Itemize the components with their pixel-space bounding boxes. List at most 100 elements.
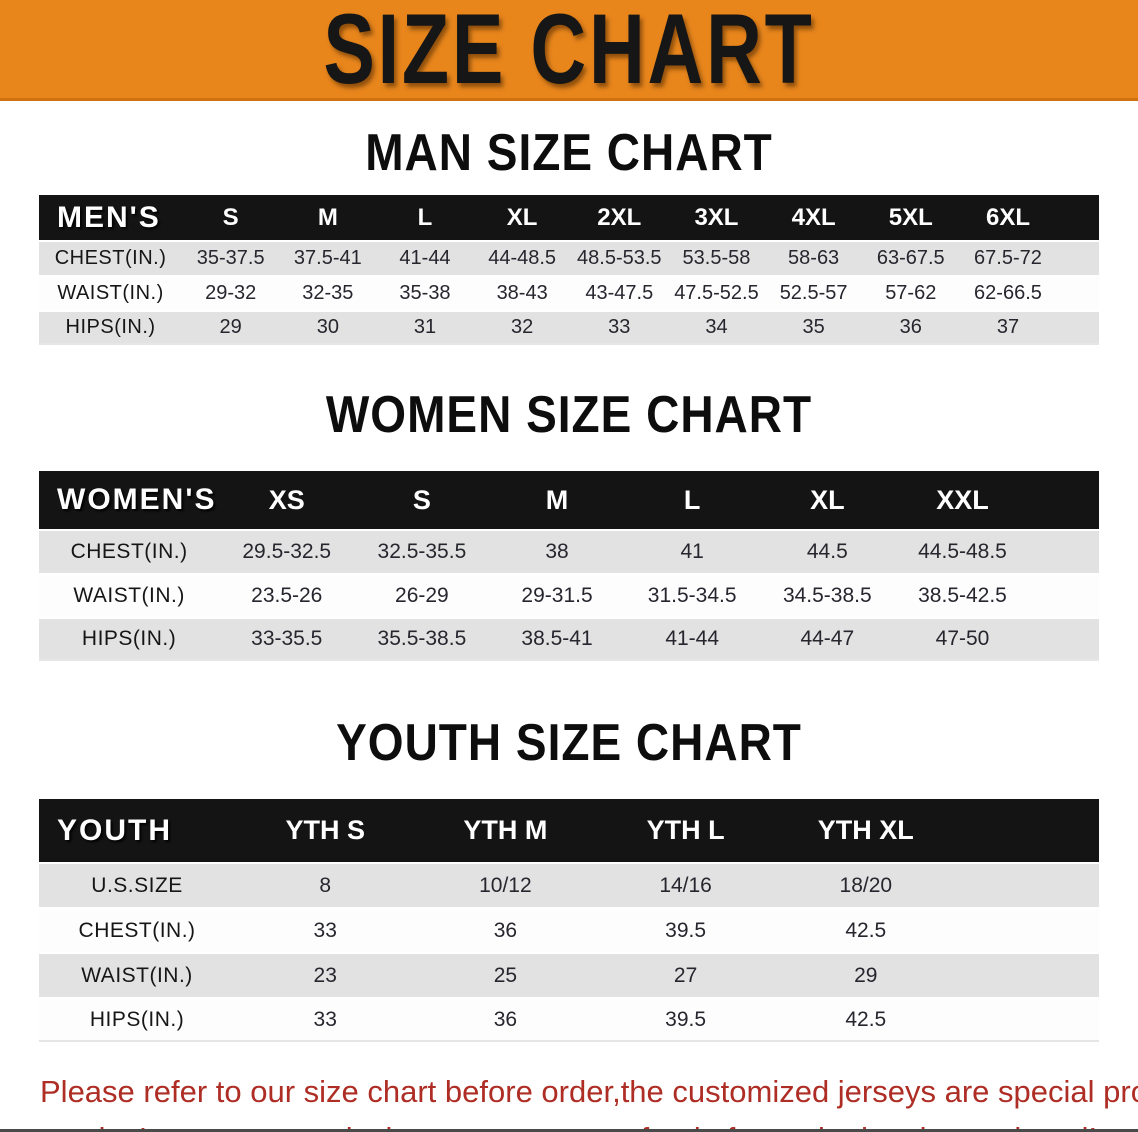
column-header-yth-m: YTH M [415, 799, 596, 862]
banner: SIZE CHART [0, 0, 1138, 101]
row-label: CHEST(IN.) [39, 242, 183, 275]
row-spacer [1056, 312, 1099, 345]
size-value: 35.5-38.5 [354, 619, 490, 661]
size-value: 14/16 [595, 864, 776, 907]
size-value: 36 [415, 909, 596, 952]
size-value: 39.5 [595, 999, 776, 1042]
size-value: 48.5-53.5 [570, 242, 668, 275]
size-value: 38 [489, 531, 625, 573]
column-header-yth-l: YTH L [595, 799, 776, 862]
size-value: 23.5-26 [219, 575, 355, 617]
size-value: 53.5-58 [667, 242, 766, 275]
row-spacer [1030, 619, 1099, 661]
size-value: 47-50 [894, 619, 1031, 661]
column-header-l: L [624, 471, 760, 529]
table-row: WAIST(IN.) 29-32 32-35 35-38 38-43 43-47.5 47.… [39, 277, 1099, 310]
column-header-s: S [354, 471, 490, 529]
size-value: 67.5-72 [959, 242, 1057, 275]
youth-table-header-row: YOUTH YTH S YTH M YTH L YTH XL [39, 799, 1099, 862]
size-value: 39.5 [595, 909, 776, 952]
row-label: CHEST(IN.) [39, 531, 220, 573]
youth-table-body: U.S.SIZE 8 10/12 14/16 18/20 CHEST(IN.) 33 36 39… [39, 864, 1099, 1042]
man-size-chart-heading: MAN SIZE CHART [0, 122, 1138, 182]
row-spacer [955, 954, 1099, 997]
women-size-chart-heading-text: WOMEN SIZE CHART [325, 384, 813, 444]
women-table-header-row: WOMEN'S XS S M L XL XXL [39, 471, 1099, 529]
row-label: WAIST(IN.) [39, 575, 220, 617]
table-row: CHEST(IN.) 29.5-32.5 32.5-35.5 38 41 44.5 44.5… [39, 531, 1099, 573]
size-value: 47.5-52.5 [667, 277, 766, 310]
size-value: 44.5 [759, 531, 895, 573]
column-header-xl: XL [473, 195, 571, 240]
column-header-4xl: 4XL [765, 195, 863, 240]
size-value: 38.5-42.5 [894, 575, 1031, 617]
column-header-xl: XL [759, 471, 895, 529]
size-value: 63-67.5 [862, 242, 960, 275]
size-value: 41-44 [376, 242, 474, 275]
size-value: 36 [862, 312, 960, 345]
size-value: 35 [765, 312, 863, 345]
size-value: 30 [279, 312, 377, 345]
row-label: U.S.SIZE [39, 864, 236, 907]
column-header-yth-s: YTH S [235, 799, 416, 862]
size-value: 38-43 [473, 277, 571, 310]
men-table-header-row: MEN'S S M L XL 2XL 3XL 4XL 5XL 6XL [39, 195, 1099, 240]
size-value: 36 [415, 999, 596, 1042]
man-size-chart-heading-text: MAN SIZE CHART [365, 122, 773, 182]
table-row: U.S.SIZE 8 10/12 14/16 18/20 [39, 864, 1099, 907]
size-value: 23 [235, 954, 416, 997]
size-value: 29 [182, 312, 280, 345]
size-value: 44-47 [759, 619, 895, 661]
row-label: CHEST(IN.) [39, 909, 236, 952]
size-value: 58-63 [765, 242, 863, 275]
banner-title: SIZE CHART [323, 0, 815, 105]
size-value: 41 [624, 531, 760, 573]
size-value: 29.5-32.5 [219, 531, 355, 573]
column-header-5xl: 5XL [862, 195, 960, 240]
size-value: 18/20 [775, 864, 956, 907]
size-value: 31 [376, 312, 474, 345]
size-value: 26-29 [354, 575, 490, 617]
size-value: 35-37.5 [182, 242, 280, 275]
column-header-m: M [279, 195, 377, 240]
size-value: 29 [775, 954, 956, 997]
men-table-body: CHEST(IN.) 35-37.5 37.5-41 41-44 44-48.5 48.5… [39, 242, 1099, 345]
size-value: 35-38 [376, 277, 474, 310]
size-value: 57-62 [862, 277, 960, 310]
row-spacer [955, 864, 1099, 907]
column-header-m: M [489, 471, 625, 529]
size-value: 38.5-41 [489, 619, 625, 661]
size-value: 29-31.5 [489, 575, 625, 617]
table-corner-label: WOMEN'S [39, 471, 220, 529]
size-value: 32-35 [279, 277, 377, 310]
disclaimer-line-1: Please refer to our size chart before or… [40, 1074, 1138, 1109]
column-header-3xl: 3XL [667, 195, 766, 240]
column-header-l: L [376, 195, 474, 240]
size-value: 37 [959, 312, 1057, 345]
column-header-yth-xl: YTH XL [775, 799, 956, 862]
women-size-chart-heading: WOMEN SIZE CHART [0, 384, 1138, 444]
size-value: 32.5-35.5 [354, 531, 490, 573]
table-row: HIPS(IN.) 33 36 39.5 42.5 [39, 999, 1099, 1042]
size-value: 44.5-48.5 [894, 531, 1031, 573]
row-spacer [955, 999, 1099, 1042]
size-value: 33-35.5 [219, 619, 355, 661]
youth-size-table: YOUTH YTH S YTH M YTH L YTH XL U.S.SIZE 8 10/1… [39, 797, 1099, 1044]
size-value: 31.5-34.5 [624, 575, 760, 617]
table-row: WAIST(IN.) 23.5-26 26-29 29-31.5 31.5-34.5 34… [39, 575, 1099, 617]
row-spacer [955, 909, 1099, 952]
size-value: 34.5-38.5 [759, 575, 895, 617]
column-header-2xl: 2XL [570, 195, 668, 240]
size-value: 52.5-57 [765, 277, 863, 310]
table-row: WAIST(IN.) 23 25 27 29 [39, 954, 1099, 997]
table-row: CHEST(IN.) 35-37.5 37.5-41 41-44 44-48.5 48.5… [39, 242, 1099, 275]
column-header-xs: XS [219, 471, 355, 529]
women-table-body: CHEST(IN.) 29.5-32.5 32.5-35.5 38 41 44.5 44.5… [39, 531, 1099, 661]
row-spacer [1030, 575, 1099, 617]
header-spacer [1030, 471, 1099, 529]
size-value: 41-44 [624, 619, 760, 661]
size-value: 44-48.5 [473, 242, 571, 275]
row-label: WAIST(IN.) [39, 954, 236, 997]
row-label: HIPS(IN.) [39, 312, 183, 345]
